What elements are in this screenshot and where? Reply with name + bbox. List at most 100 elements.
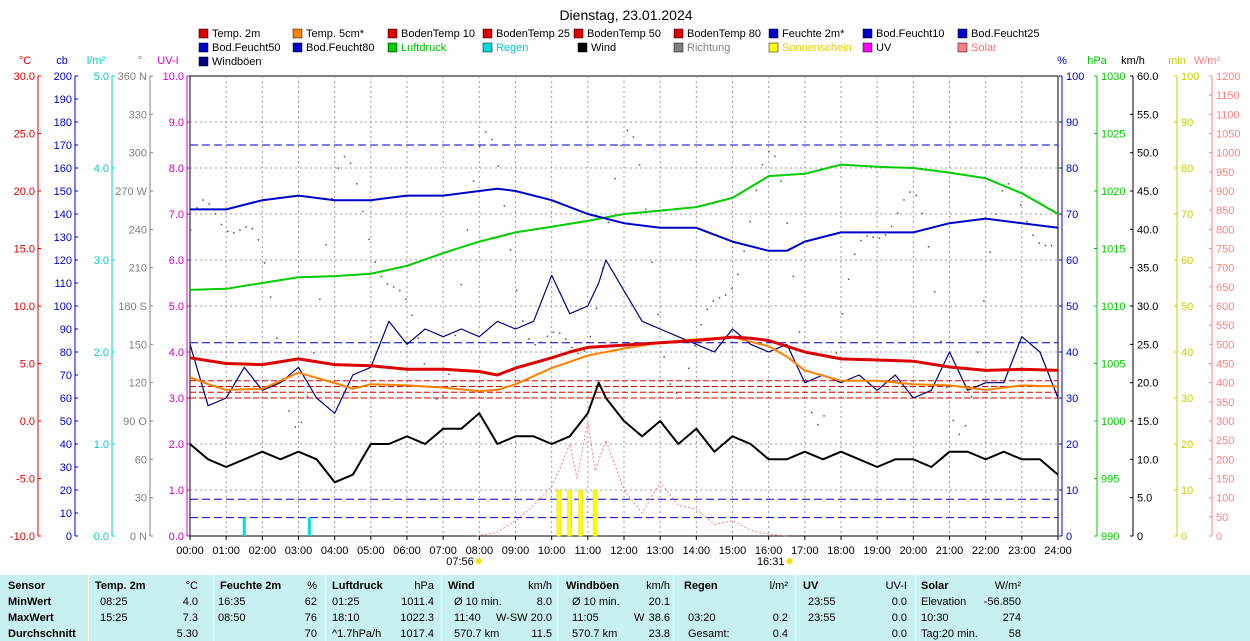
axis-tick-min: 60 — [1181, 255, 1193, 267]
x-axis: 00:00 01:00 02:00 03:00 04:00 05:00 06:00 07:00… — [176, 536, 1072, 568]
direction-dot — [368, 238, 370, 241]
direction-dot — [331, 197, 333, 200]
direction-dot — [694, 344, 696, 347]
axis-unit-wind: km/h — [1121, 55, 1145, 67]
direction-dot — [294, 426, 297, 428]
direction-dot — [392, 286, 395, 288]
direction-dot — [251, 227, 253, 230]
legend-swatch — [387, 28, 398, 39]
axis-tick-solar: 1050 — [1216, 129, 1240, 141]
direction-dot — [940, 340, 942, 343]
direction-dot — [1007, 183, 1010, 185]
axis-unit-min: min — [1168, 55, 1186, 67]
axes: °C 30.0 25.0 20.0 15.0 10.0 5.0 0.0 -5.0 -10.0 cb 2… — [10, 55, 1241, 543]
x-tick-label: 01:00 — [212, 545, 240, 557]
direction-dot — [743, 250, 745, 253]
legend-swatch — [768, 28, 779, 39]
sunrise-icon — [475, 558, 482, 564]
stats-value: 7.3 — [182, 612, 198, 624]
direction-dot — [872, 236, 874, 238]
x-tick-label: 20:00 — [900, 545, 928, 557]
stats-value: 0.4 — [772, 628, 788, 640]
direction-dot — [435, 398, 438, 400]
direction-dot — [442, 395, 444, 397]
direction-dot — [343, 155, 346, 158]
direction-dot — [681, 385, 684, 388]
axis-tick-dir: 90 O — [123, 416, 147, 428]
stats-time: Ø 10 min. — [454, 596, 502, 608]
direction-dot — [608, 221, 610, 224]
direction-dot — [503, 205, 506, 207]
stats-time: 10:30 — [921, 612, 949, 624]
axis-tick-uv: 7.0 — [169, 209, 184, 221]
series — [189, 129, 1059, 537]
direction-dot — [239, 229, 241, 231]
stats-row-label: MinWert — [8, 596, 52, 608]
x-tick-label: 17:00 — [791, 545, 819, 557]
direction-dot — [411, 314, 413, 317]
stats-value: 1022.3 — [400, 612, 434, 624]
axis-tick-rain: 4.0 — [94, 163, 109, 175]
direction-dot — [1050, 244, 1053, 247]
direction-dot — [190, 229, 192, 231]
stats-direction: W-SW — [496, 612, 528, 624]
x-tick-label: 23:00 — [1008, 545, 1036, 557]
direction-dot — [1044, 244, 1047, 247]
axis-tick-wind: 50.0 — [1137, 148, 1158, 160]
stats-time: 15:25 — [100, 612, 128, 624]
axis-tick-dir: 60 — [135, 454, 147, 466]
stats-value: 0.0 — [891, 596, 907, 608]
sunshine-bar — [578, 489, 583, 537]
direction-dot — [780, 180, 782, 182]
axis-tick-temp: 30.0 — [14, 71, 35, 83]
legend-label: Bod.Feucht25 — [971, 28, 1040, 40]
stats-time: Ø 10 min. — [572, 596, 620, 608]
stats-divider — [213, 575, 214, 641]
direction-dot — [860, 239, 862, 242]
axis-tick-solar: 950 — [1216, 167, 1234, 179]
direction-dot — [983, 300, 985, 302]
axis-tick-solar: 450 — [1216, 359, 1234, 371]
axis-tick-solar: 1150 — [1216, 90, 1240, 102]
stats-time: 23:55 — [808, 596, 836, 608]
legend-swatch — [482, 42, 493, 53]
axis-tick-min: 30 — [1181, 393, 1193, 405]
sunrise-label: 07:56 — [446, 556, 474, 568]
axis-tick-temp: 15.0 — [14, 244, 35, 256]
axis-unit-dir: ° — [138, 55, 142, 67]
humidity-line — [190, 187, 1059, 252]
stats-header: Regen — [684, 580, 718, 592]
axis-tick-solar: 100 — [1216, 493, 1234, 505]
axis-tick-cb: 30 — [60, 462, 72, 474]
legend-label: Temp. 2m — [212, 28, 260, 40]
legend-swatch — [768, 42, 779, 53]
legend-label: BodenTemp 50 — [587, 28, 661, 40]
direction-dot — [626, 129, 629, 132]
stats-value: 62 — [304, 596, 317, 608]
axis-tick-cb: 150 — [54, 186, 72, 198]
axis-tick-solar: 0 — [1216, 531, 1222, 543]
axis-tick-dir: 360 N — [118, 71, 147, 83]
sunshine-bar — [556, 489, 562, 537]
direction-dot — [927, 246, 930, 248]
direction-dot — [921, 212, 924, 215]
direction-dot — [798, 331, 801, 333]
sunshine-bar — [567, 489, 572, 537]
axis-unit-rain: l/m² — [87, 55, 106, 67]
stats-value: 0.0 — [891, 612, 907, 624]
temp-2m-line — [189, 335, 1059, 377]
direction-dot — [841, 312, 844, 315]
axis-tick-wind: 55.0 — [1137, 109, 1158, 121]
direction-dot — [718, 296, 721, 299]
direction-dot — [755, 189, 758, 192]
stats-value: 8.0 — [536, 596, 552, 608]
axis-tick-wind: 15.0 — [1137, 416, 1158, 428]
axis-tick-dir: 330 — [129, 109, 147, 121]
axis-tick-min: 0 — [1181, 531, 1187, 543]
axis-tick-min: 40 — [1181, 347, 1193, 359]
direction-dot — [890, 225, 893, 228]
direction-dot — [405, 298, 407, 301]
axis-tick-temp: 20.0 — [14, 186, 35, 198]
legend-swatch — [198, 42, 209, 53]
direction-dot — [257, 239, 260, 241]
